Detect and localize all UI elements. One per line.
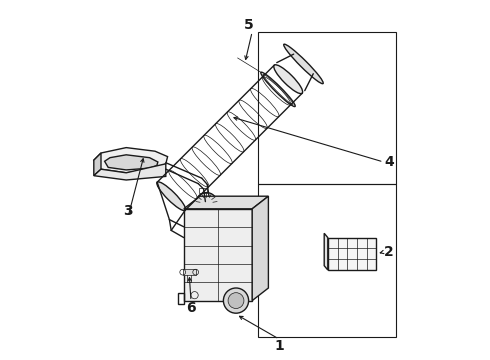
Text: 6: 6: [186, 301, 196, 315]
Bar: [258, 32, 396, 184]
Bar: [183, 269, 196, 275]
Polygon shape: [324, 233, 328, 270]
Polygon shape: [184, 196, 269, 209]
Bar: [258, 184, 396, 337]
Text: 4: 4: [384, 155, 394, 169]
Ellipse shape: [284, 44, 323, 84]
Polygon shape: [94, 164, 166, 180]
Bar: [328, 238, 376, 270]
Bar: [198, 188, 207, 193]
Text: 1: 1: [274, 339, 284, 352]
Polygon shape: [184, 209, 252, 301]
Text: 5: 5: [244, 18, 253, 32]
Polygon shape: [252, 196, 269, 301]
Text: 2: 2: [384, 245, 394, 259]
Text: 3: 3: [123, 204, 133, 217]
Circle shape: [228, 293, 244, 309]
Ellipse shape: [157, 182, 186, 211]
Polygon shape: [94, 148, 168, 173]
Polygon shape: [104, 155, 158, 170]
Circle shape: [223, 288, 248, 313]
Ellipse shape: [274, 65, 303, 94]
Polygon shape: [94, 153, 101, 176]
